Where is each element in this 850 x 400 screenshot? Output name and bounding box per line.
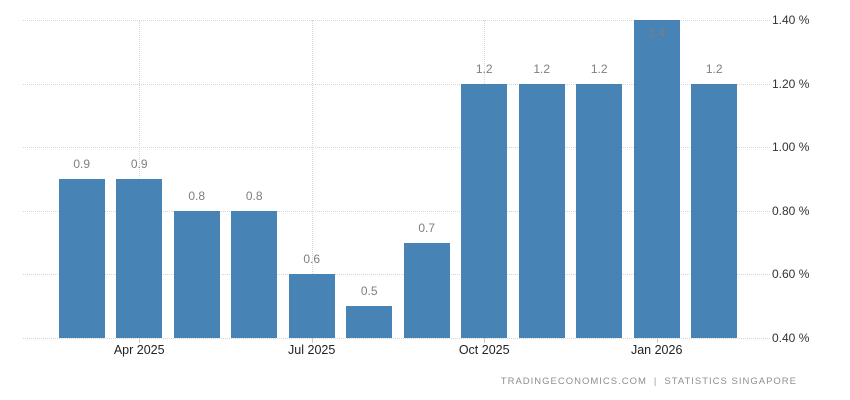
bar <box>231 210 278 338</box>
bar-value-label: 1.2 <box>475 61 493 76</box>
plot-area: 0.9 0.9 0.8 0.8 0.6 0.5 0.7 1.2 1.2 1.2 1.4 1.2 <box>23 20 770 339</box>
y-axis-tick-label: 0.40 % <box>772 331 810 345</box>
bar <box>116 179 163 338</box>
source-statistics-singapore: STATISTICS SINGAPORE <box>664 376 797 387</box>
x-axis-tick <box>311 338 313 343</box>
source-tradingeconomics: TRADINGECONOMICS.COM <box>500 376 647 387</box>
y-gridline <box>23 147 770 149</box>
x-axis-tick <box>484 338 486 343</box>
bar <box>691 83 738 338</box>
bar-value-label: 1.2 <box>590 61 608 76</box>
y-axis-tick-label: 0.60 % <box>772 267 810 282</box>
x-gridline <box>311 20 313 338</box>
y-axis-tick-label: 0.80 % <box>772 203 810 218</box>
x-axis-tick-label: Jan 2026 <box>630 343 683 357</box>
bar-value-label: 1.2 <box>705 61 723 76</box>
y-gridline <box>23 338 770 339</box>
bar <box>518 83 565 338</box>
bar <box>633 20 680 338</box>
bar <box>576 83 623 338</box>
attribution-separator: | <box>653 376 658 387</box>
bar <box>461 83 508 338</box>
bar-value-label: 0.7 <box>418 220 436 235</box>
bar <box>58 179 105 338</box>
x-axis-tick <box>656 338 658 343</box>
bar-value-label: 0.9 <box>73 157 91 171</box>
y-gridline <box>23 210 770 212</box>
y-gridline <box>23 20 770 21</box>
bar <box>346 306 393 338</box>
bar <box>403 242 450 338</box>
bar-value-label: 0.9 <box>130 157 148 171</box>
bar-value-label: 0.8 <box>188 188 206 203</box>
x-axis-tick <box>139 338 141 343</box>
x-axis-tick-label: Oct 2025 <box>458 343 510 357</box>
bar-value-label: 1.2 <box>533 61 551 76</box>
chart-attribution: TRADINGECONOMICS.COM | STATISTICS SINGAPOR… <box>501 376 797 388</box>
y-axis-tick-label: 1.20 % <box>772 76 810 91</box>
x-axis-tick-label: Jul 2025 <box>288 343 336 357</box>
y-gridline <box>23 274 770 276</box>
y-axis-tick-label: 1.00 % <box>772 140 810 155</box>
bar <box>173 210 220 338</box>
y-gridline <box>23 83 770 85</box>
bar-value-label: 0.8 <box>245 188 263 203</box>
bar <box>288 274 335 338</box>
x-axis-tick-label: Apr 2025 <box>113 343 165 357</box>
bar-value-label: 0.5 <box>360 284 378 299</box>
bar-value-label: 0.6 <box>303 252 321 267</box>
bar-value-label: 1.4 <box>648 26 666 40</box>
y-axis-tick-label: 1.40 % <box>772 13 810 27</box>
